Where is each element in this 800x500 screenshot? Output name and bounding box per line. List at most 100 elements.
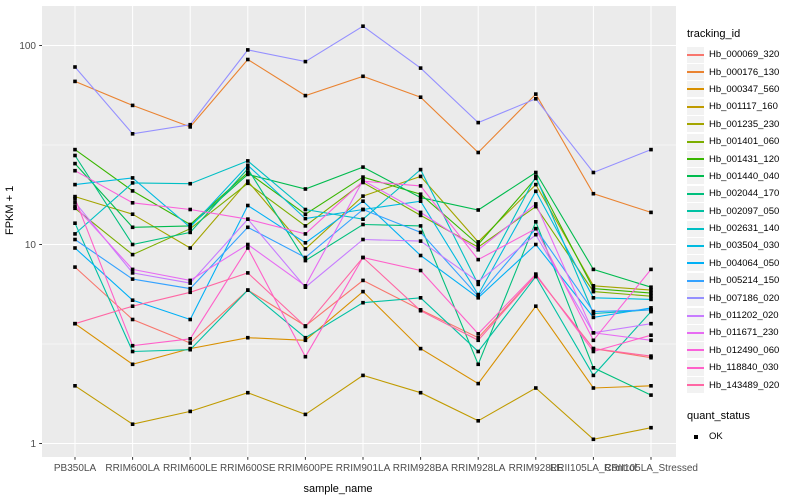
data-point bbox=[188, 230, 192, 235]
data-point bbox=[418, 224, 423, 228]
data-point bbox=[591, 315, 596, 320]
data-point bbox=[361, 237, 365, 242]
data-point bbox=[591, 289, 596, 294]
legend-key-line-icon bbox=[687, 342, 704, 359]
x-tick-label: RRIM928BA bbox=[393, 463, 449, 474]
data-point bbox=[591, 267, 596, 272]
data-point bbox=[361, 74, 365, 79]
y-tick-label: 100 bbox=[19, 41, 36, 52]
data-point bbox=[246, 335, 250, 340]
data-point bbox=[361, 300, 365, 305]
legend-item-Hb_000347_560: Hb_000347_560 bbox=[687, 81, 799, 98]
legend-label: Hb_001401_060 bbox=[709, 136, 780, 148]
data-point bbox=[73, 384, 77, 388]
data-point bbox=[130, 349, 135, 354]
data-point bbox=[591, 296, 596, 300]
data-point bbox=[361, 373, 365, 378]
data-point bbox=[246, 203, 250, 208]
data-point bbox=[188, 181, 192, 186]
legend-label: Hb_011671_230 bbox=[709, 327, 779, 339]
data-point bbox=[130, 201, 135, 205]
data-point bbox=[418, 390, 423, 395]
y-tick-label: 10 bbox=[25, 240, 37, 251]
data-point bbox=[130, 267, 135, 272]
data-point bbox=[130, 343, 135, 348]
data-point bbox=[188, 125, 192, 129]
data-point bbox=[246, 170, 250, 175]
data-point bbox=[534, 176, 538, 181]
data-point bbox=[649, 354, 653, 358]
data-point bbox=[534, 174, 538, 179]
data-point bbox=[534, 92, 538, 96]
data-point bbox=[246, 159, 250, 163]
data-point bbox=[476, 240, 480, 244]
legend-label: Hb_011202_020 bbox=[709, 310, 779, 322]
legend-label: Hb_000069_320 bbox=[709, 49, 780, 61]
legend-item-Hb_001235_230: Hb_001235_230 bbox=[687, 116, 799, 133]
data-point bbox=[188, 122, 192, 127]
data-point bbox=[591, 366, 596, 370]
data-point bbox=[246, 179, 250, 183]
data-point bbox=[303, 232, 308, 236]
data-point bbox=[418, 66, 423, 70]
data-point bbox=[649, 306, 653, 310]
data-point bbox=[418, 174, 423, 179]
data-point bbox=[476, 362, 480, 367]
legend-key-line-icon bbox=[687, 220, 704, 237]
data-point bbox=[73, 232, 77, 236]
data-point bbox=[188, 347, 192, 352]
data-point bbox=[361, 179, 365, 183]
legend-item-Hb_000069_320: Hb_000069_320 bbox=[687, 46, 799, 63]
legend-item-Hb_012490_060: Hb_012490_060 bbox=[687, 342, 799, 359]
data-point bbox=[534, 220, 538, 224]
data-point bbox=[188, 281, 192, 285]
x-tick-label: RRIM600PE bbox=[278, 463, 334, 474]
legend-label: Hb_003504_030 bbox=[709, 240, 780, 252]
data-point bbox=[130, 176, 135, 180]
legend-label: Hb_012490_060 bbox=[709, 344, 780, 356]
data-point bbox=[73, 161, 77, 166]
plot-panel bbox=[42, 6, 676, 457]
data-point bbox=[188, 278, 192, 283]
legend-label: Hb_002631_140 bbox=[709, 223, 780, 235]
x-tick-label: RRIM928LE bbox=[509, 463, 564, 474]
data-point bbox=[418, 167, 423, 172]
data-point bbox=[246, 246, 250, 250]
data-point bbox=[418, 230, 423, 235]
data-point bbox=[418, 210, 423, 215]
data-point bbox=[418, 308, 423, 313]
data-point bbox=[130, 317, 135, 322]
legend-label: Hb_000176_130 bbox=[709, 66, 780, 78]
data-point bbox=[188, 337, 192, 341]
data-point bbox=[303, 324, 308, 329]
data-point bbox=[73, 147, 77, 152]
legend-key-line-icon bbox=[687, 133, 704, 150]
data-point bbox=[361, 199, 365, 203]
data-point bbox=[418, 195, 423, 200]
data-point bbox=[130, 252, 135, 257]
data-point bbox=[303, 284, 308, 288]
data-point bbox=[591, 170, 596, 175]
data-point bbox=[130, 298, 135, 302]
x-tick-label: RRIM600SE bbox=[220, 463, 276, 474]
data-point bbox=[361, 222, 365, 227]
data-point bbox=[534, 273, 538, 278]
data-point bbox=[361, 289, 365, 294]
x-tick-label: RRII105LA_Stressed bbox=[604, 463, 698, 474]
data-point bbox=[649, 384, 653, 388]
data-point bbox=[591, 386, 596, 390]
data-point bbox=[534, 386, 538, 390]
legend-item-Hb_001401_060: Hb_001401_060 bbox=[687, 133, 799, 150]
data-point bbox=[591, 331, 596, 335]
legend-item-Hb_011202_020: Hb_011202_020 bbox=[687, 307, 799, 324]
data-point bbox=[188, 290, 192, 295]
data-point bbox=[534, 170, 538, 175]
data-point bbox=[534, 232, 538, 237]
data-point bbox=[130, 242, 135, 247]
data-point bbox=[303, 354, 308, 359]
legend-key-line-icon bbox=[687, 237, 704, 254]
data-point bbox=[303, 187, 308, 191]
data-point bbox=[303, 247, 308, 251]
legend-title-tracking-id: tracking_id bbox=[687, 28, 741, 40]
legend-label: Hb_001235_230 bbox=[709, 118, 780, 130]
